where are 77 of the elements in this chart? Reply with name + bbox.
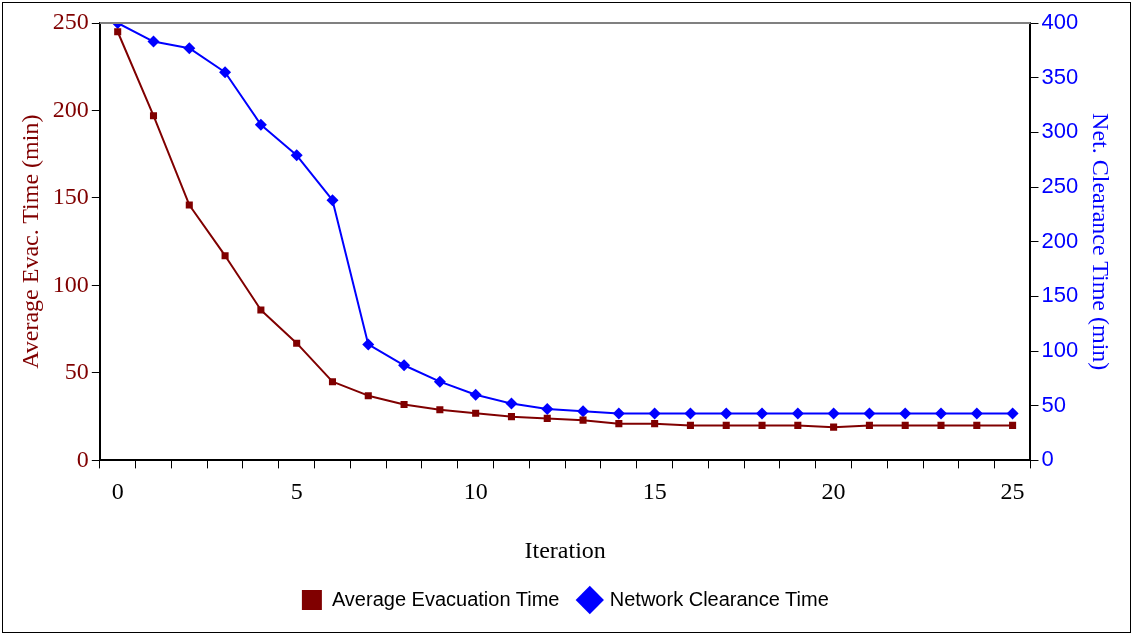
point: [935, 407, 947, 420]
point: [293, 339, 301, 347]
x-tick-label: 20: [821, 478, 846, 505]
point: [722, 421, 730, 429]
y2-tick-label: 250: [1041, 173, 1079, 199]
point: [791, 407, 804, 420]
y2-axis-title: Net. Clearance Time (min): [1088, 113, 1115, 371]
x-tick-label: 15: [642, 478, 667, 505]
point: [541, 403, 554, 416]
point: [794, 421, 802, 429]
point: [1009, 421, 1017, 429]
y2-tick-label: 100: [1041, 337, 1079, 363]
point: [937, 421, 945, 429]
point: [436, 406, 444, 414]
point: [362, 338, 375, 351]
legend-label: Average Evacuation Time: [331, 587, 560, 610]
point: [219, 66, 232, 79]
y-axis-title: Average Evac. Time (min): [16, 114, 43, 369]
y-tick-label: 100: [52, 270, 89, 297]
point: [758, 421, 766, 429]
y2-tick-label: 200: [1041, 227, 1079, 253]
point: [830, 423, 838, 431]
x-tick-label: 10: [463, 478, 488, 505]
point: [1006, 407, 1019, 420]
y2-tick-label: 400: [1041, 9, 1079, 35]
point: [686, 421, 694, 429]
point: [183, 42, 196, 55]
point: [863, 407, 876, 420]
point: [612, 407, 625, 420]
x-axis-title: Iteration: [524, 536, 606, 563]
y2-tick-label: 150: [1041, 282, 1079, 308]
point: [433, 375, 446, 388]
point: [684, 407, 697, 420]
point: [505, 397, 518, 410]
point: [326, 194, 339, 207]
point: [827, 407, 840, 420]
x-tick-label: 25: [1000, 478, 1025, 505]
point: [648, 407, 661, 420]
point: [185, 201, 193, 209]
y-tick-label: 200: [52, 95, 89, 122]
x-tick-label: 0: [111, 478, 124, 505]
point: [257, 306, 265, 314]
point: [149, 112, 158, 120]
point: [328, 378, 337, 386]
y2-tick-label: 300: [1041, 118, 1079, 144]
point: [221, 252, 229, 260]
point: [651, 420, 659, 428]
point: [114, 28, 122, 36]
point: [901, 421, 909, 429]
point: [469, 388, 482, 401]
point: [970, 407, 983, 420]
point: [577, 405, 590, 418]
point: [720, 407, 733, 420]
point: [579, 416, 587, 424]
point: [507, 413, 515, 421]
point: [543, 414, 551, 422]
y2-tick-label: 0: [1041, 446, 1054, 472]
y-tick-label: 0: [76, 445, 89, 472]
y-tick-label: 150: [52, 183, 89, 210]
point: [615, 420, 623, 428]
y2-tick-label: 50: [1041, 391, 1066, 417]
legend-label: Network Clearance Time: [609, 587, 829, 610]
point: [254, 118, 267, 131]
point: [290, 149, 303, 162]
point: [364, 392, 372, 400]
point: [973, 421, 981, 429]
point: [865, 421, 873, 429]
x-tick-label: 5: [290, 478, 303, 505]
y-tick-label: 250: [52, 8, 89, 35]
point: [147, 35, 160, 48]
point: [899, 407, 912, 420]
point: [756, 407, 769, 420]
y-tick-label: 50: [64, 358, 89, 385]
point: [472, 409, 480, 417]
point: [398, 359, 411, 372]
point: [400, 400, 408, 408]
y2-tick-label: 350: [1041, 63, 1079, 89]
